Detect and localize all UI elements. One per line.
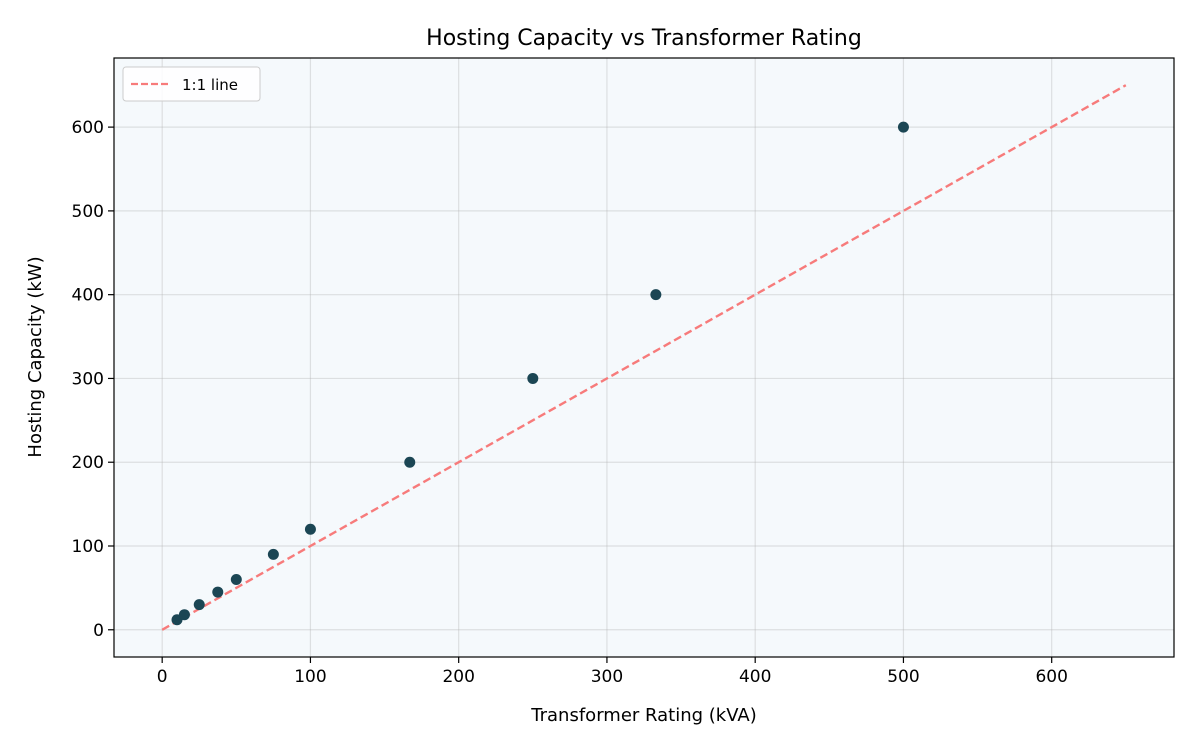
x-tick-label: 600	[1035, 667, 1067, 687]
y-tick-label: 0	[93, 621, 104, 641]
y-axis-label: Hosting Capacity (kW)	[25, 256, 46, 457]
data-point	[304, 523, 316, 535]
chart-title: Hosting Capacity vs Transformer Rating	[426, 26, 862, 51]
data-point	[193, 599, 205, 611]
data-points	[171, 121, 909, 626]
data-point	[527, 372, 539, 384]
data-point	[650, 289, 662, 301]
y-tick-label: 300	[72, 369, 104, 389]
data-point	[230, 574, 242, 586]
data-point	[267, 548, 279, 560]
y-axis-ticks: 0 100 200 300 400 500 600	[72, 118, 114, 641]
y-tick-label: 600	[72, 118, 104, 138]
x-tick-label: 200	[442, 667, 474, 687]
y-tick-label: 400	[72, 286, 104, 306]
data-point	[178, 609, 190, 621]
legend-label: 1:1 line	[182, 76, 238, 94]
x-tick-label: 500	[887, 667, 919, 687]
x-tick-label: 400	[739, 667, 771, 687]
x-axis-label: Transformer Rating (kVA)	[530, 705, 756, 726]
x-axis-ticks: 0 100 200 300 400 500 600	[157, 657, 1068, 687]
data-point	[404, 456, 416, 468]
legend: 1:1 line	[122, 66, 261, 102]
y-tick-label: 500	[72, 202, 104, 222]
grid	[114, 58, 1174, 657]
x-tick-label: 100	[294, 667, 326, 687]
y-tick-label: 100	[72, 537, 104, 557]
reference-line	[161, 84, 1127, 631]
y-tick-label: 200	[72, 453, 104, 473]
x-tick-label: 0	[157, 667, 168, 687]
plot-frame	[113, 57, 1175, 658]
legend-box	[122, 66, 261, 102]
data-point	[897, 121, 909, 133]
reference-line-group	[161, 84, 1127, 631]
data-point	[212, 586, 224, 598]
x-tick-label: 300	[591, 667, 623, 687]
